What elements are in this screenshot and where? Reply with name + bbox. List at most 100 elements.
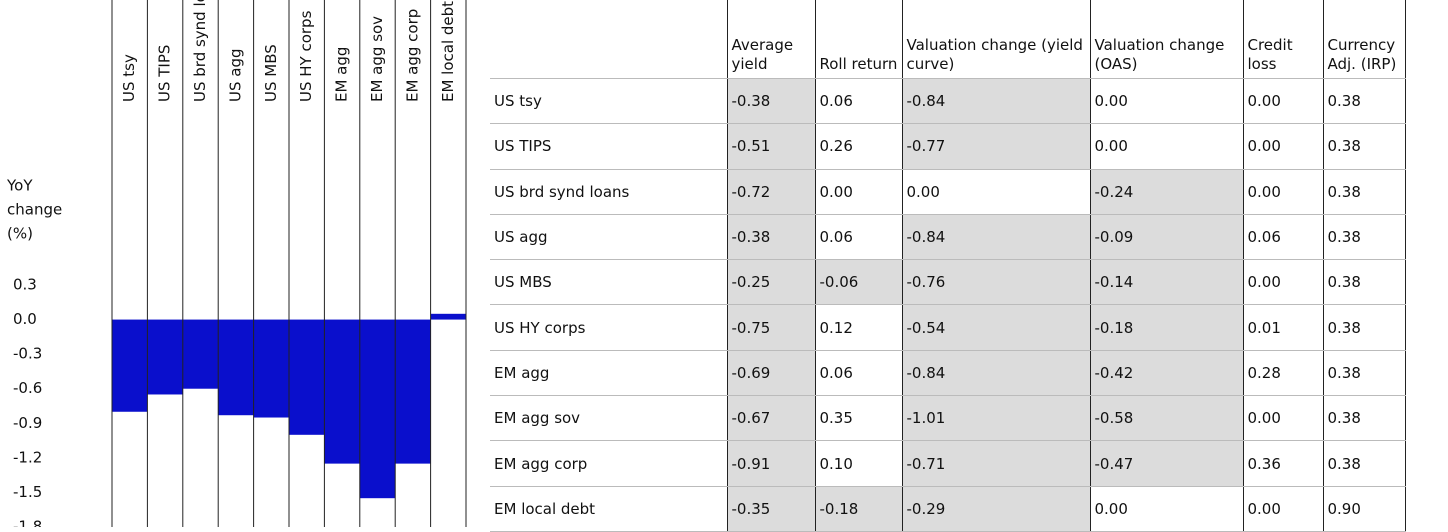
value-cell: -0.76 [901, 259, 1090, 306]
y-tick-label: -0.3 [13, 345, 42, 363]
value-cell: 0.00 [1242, 123, 1323, 170]
y-tick-label: 0.3 [13, 276, 37, 294]
header-blank [490, 0, 727, 79]
table-row: US agg -0.38 0.06 -0.84 -0.09 0.06 0.38 [490, 214, 1406, 261]
x-tick-label: US TIPS [156, 45, 174, 102]
x-tick-label: EM agg [333, 47, 351, 102]
row-label: US agg [490, 214, 727, 261]
x-tick-label: US agg [226, 48, 244, 102]
value-cell: 0.12 [814, 304, 902, 351]
value-cell: -0.06 [814, 259, 902, 306]
value-cell: -0.09 [1089, 214, 1243, 261]
bar [324, 319, 360, 464]
value-cell: 0.38 [1322, 350, 1406, 397]
value-cell: 0.06 [1242, 214, 1323, 261]
x-tick-label: EM local debt [439, 1, 457, 102]
value-cell: 0.28 [1242, 350, 1323, 397]
value-cell: -0.77 [901, 123, 1090, 170]
value-cell: 0.26 [814, 123, 902, 170]
bar [147, 319, 183, 395]
value-cell: 0.38 [1322, 259, 1406, 306]
y-tick-label: -1.2 [13, 448, 42, 466]
y-tick-label: -1.8 [13, 518, 42, 528]
table-row: US brd synd loans -0.72 0.00 0.00 -0.24 0.00 0… [490, 169, 1406, 215]
value-cell: -0.54 [901, 304, 1090, 351]
bar [253, 319, 289, 418]
value-cell: 0.00 [1242, 259, 1323, 306]
value-cell: 0.00 [1242, 486, 1323, 532]
row-label: EM agg sov [490, 395, 727, 442]
value-cell: -0.67 [726, 395, 815, 442]
row-label: EM agg corp [490, 440, 727, 487]
table-row: US tsy -0.38 0.06 -0.84 0.00 0.00 0.38 [490, 78, 1406, 125]
x-tick-label: EM agg corp [403, 9, 421, 102]
value-cell: 0.00 [1242, 78, 1323, 125]
value-cell: 0.00 [1242, 395, 1323, 442]
value-cell: -0.84 [901, 214, 1090, 261]
bar [395, 319, 431, 464]
value-cell: 0.90 [1322, 486, 1406, 532]
value-cell: -0.72 [726, 169, 815, 215]
header-cell: Roll return [814, 0, 902, 79]
value-cell: 0.38 [1322, 78, 1406, 125]
bar [112, 319, 148, 412]
y-tick-label: -0.9 [13, 414, 42, 432]
value-cell: -0.75 [726, 304, 815, 351]
value-cell: 0.38 [1322, 123, 1406, 170]
value-cell: -0.42 [1089, 350, 1243, 397]
x-tick-label: US MBS [262, 44, 280, 102]
value-cell: 0.06 [814, 78, 902, 125]
header-row: Average yield Roll return Valuation change… [490, 0, 1406, 79]
axis-title-2: change [7, 201, 62, 219]
row-label: US MBS [490, 259, 727, 306]
value-cell: 0.38 [1322, 440, 1406, 487]
table-row: EM agg sov -0.67 0.35 -1.01 -0.58 0.00 0.38 [490, 395, 1406, 442]
value-cell: 0.00 [814, 169, 902, 215]
y-tick-label: 0.0 [13, 310, 37, 328]
row-label: US tsy [490, 78, 727, 125]
value-cell: 0.35 [814, 395, 902, 442]
value-cell: 0.38 [1322, 395, 1406, 442]
bar [289, 319, 325, 435]
value-cell: 0.00 [901, 169, 1090, 215]
bar [182, 319, 219, 389]
value-cell: 0.01 [1242, 304, 1323, 351]
value-cell: -0.38 [726, 78, 815, 125]
value-cell: -0.24 [1089, 169, 1243, 215]
y-tick-label: -1.5 [13, 483, 42, 501]
table-row: EM agg -0.69 0.06 -0.84 -0.42 0.28 0.38 [490, 350, 1406, 397]
row-label: EM agg [490, 350, 727, 397]
value-cell: -0.91 [726, 440, 815, 487]
value-cell: -1.01 [901, 395, 1090, 442]
header-cell: Valuation change (yield curve) [901, 0, 1090, 79]
value-cell: -0.47 [1089, 440, 1243, 487]
value-cell: -0.35 [726, 486, 815, 532]
value-cell: -0.29 [901, 486, 1090, 532]
value-cell: -0.84 [901, 78, 1090, 125]
bar [430, 313, 466, 320]
table-body: US tsy -0.38 0.06 -0.84 0.00 0.00 0.38 US TIPS -… [490, 78, 1406, 532]
value-cell: -0.69 [726, 350, 815, 397]
header-cell: Currency Adj. (IRP) [1322, 0, 1406, 79]
chart: YoY change (%) 0.3 0.0 -0.3 -0.6 -0.9 -1.2 -1.… [6, 0, 467, 528]
row-label: US HY corps [490, 304, 727, 351]
x-tick-label: EM agg sov [368, 16, 386, 102]
value-cell: 0.38 [1322, 214, 1406, 261]
bar [359, 319, 396, 499]
value-cell: 0.36 [1242, 440, 1323, 487]
row-label: US brd synd loans [490, 169, 727, 215]
table: Average yield Roll return Valuation change… [490, 0, 1406, 532]
header-cell: Credit loss [1242, 0, 1323, 79]
header-cell: Average yield [726, 0, 815, 79]
x-tick-label: US brd synd loans [191, 0, 209, 102]
value-cell: -0.58 [1089, 395, 1243, 442]
value-cell: -0.18 [1089, 304, 1243, 351]
axis-title-3: (%) [7, 225, 33, 243]
row-label: US TIPS [490, 123, 727, 170]
value-cell: 0.00 [1089, 123, 1243, 170]
value-cell: 0.10 [814, 440, 902, 487]
value-cell: 0.00 [1242, 169, 1323, 215]
value-cell: -0.18 [814, 486, 902, 532]
x-tick-label: US HY corps [297, 10, 315, 102]
